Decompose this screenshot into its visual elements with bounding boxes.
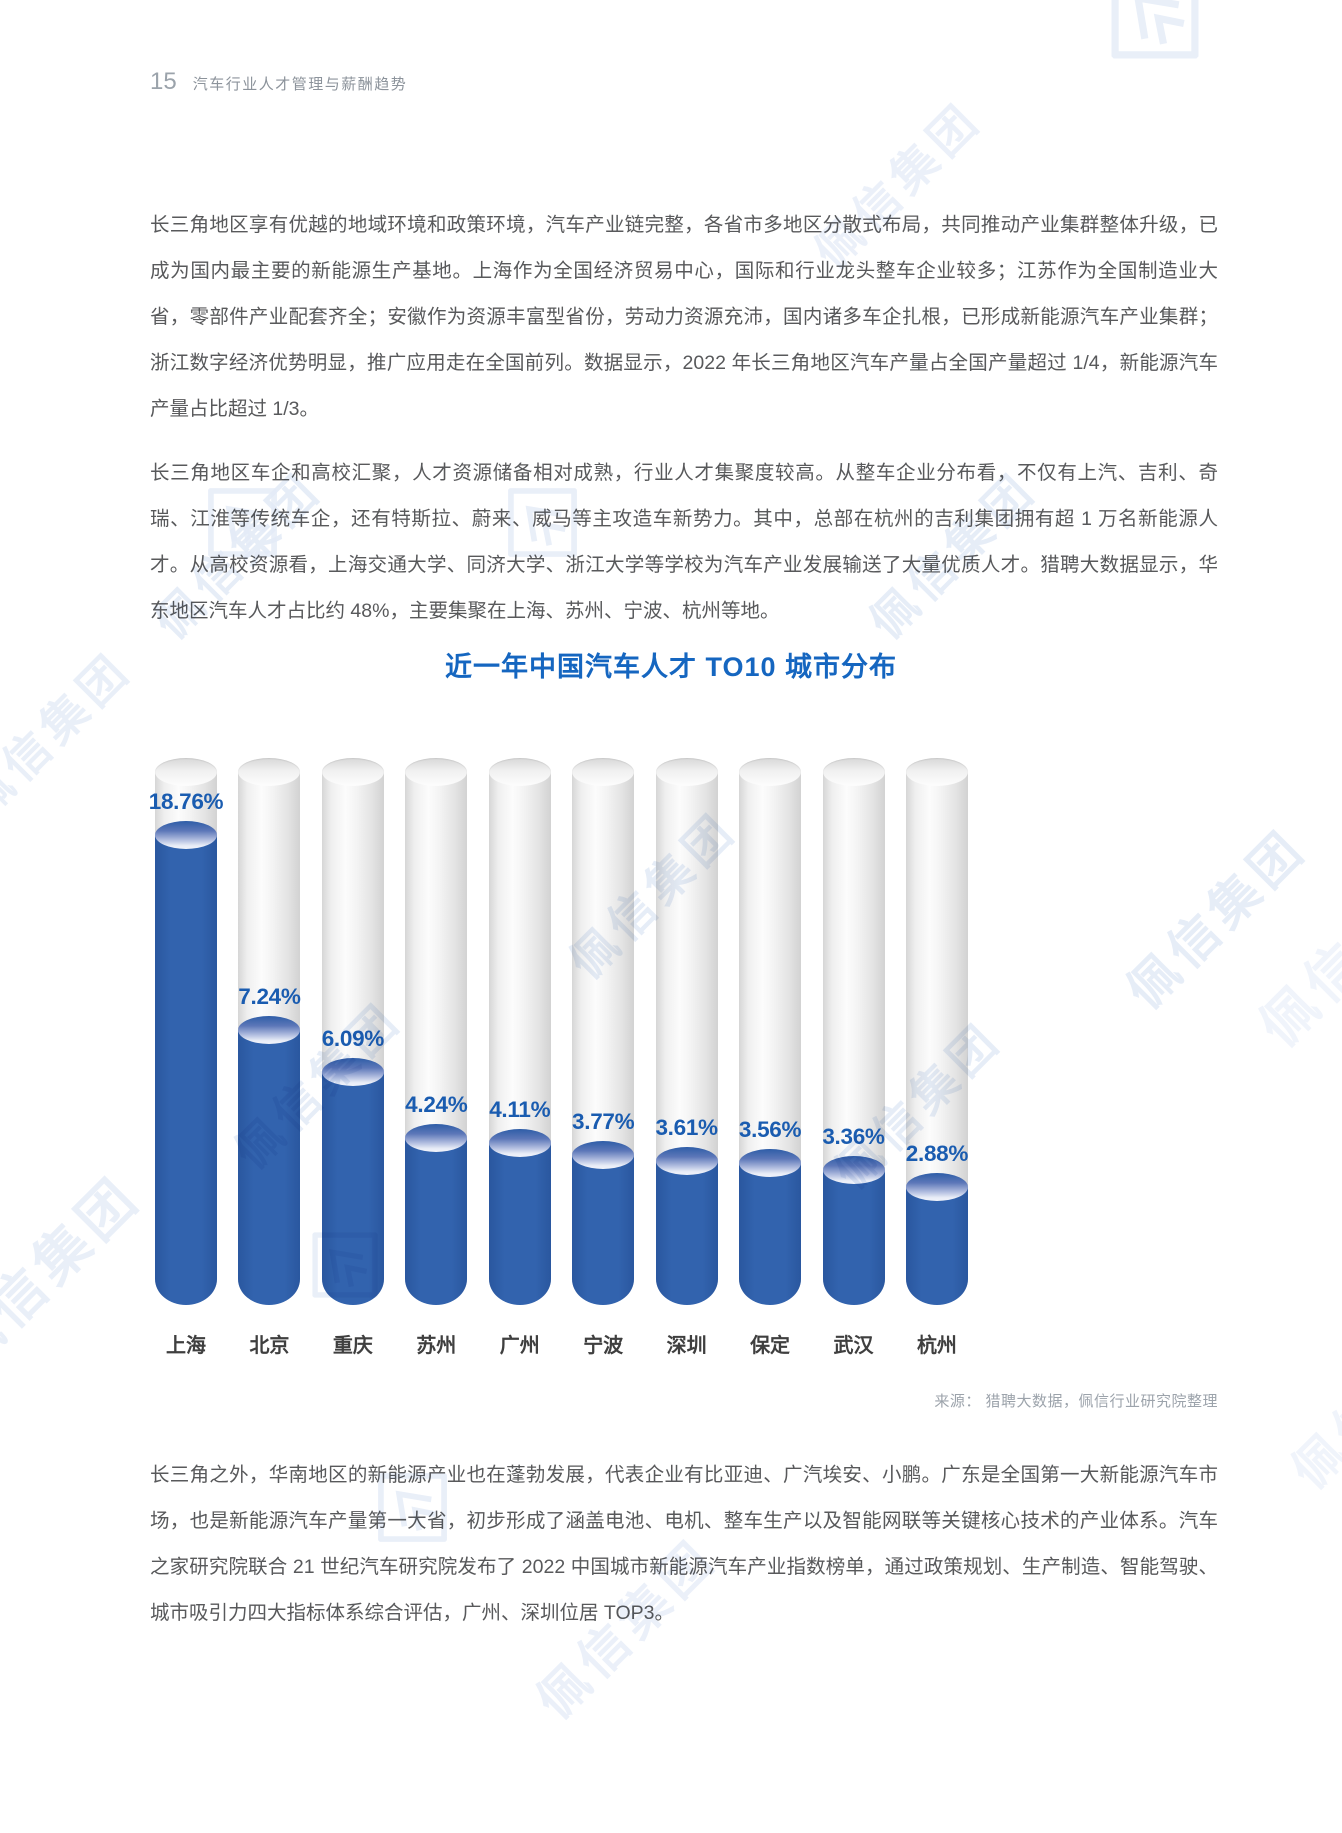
bar-value-label: 4.11%: [489, 1097, 551, 1122]
bar-value-label: 3.56%: [738, 1117, 802, 1142]
cylinder-top-ellipse: [822, 758, 885, 786]
bar-column-4: 4.24% 苏州: [405, 758, 468, 1358]
cylinder-track: 3.61%: [655, 758, 718, 1305]
paragraph-1: 长三角地区享有优越的地域环境和政策环境，汽车产业链完整，各省市多地区分散式布局，…: [150, 214, 1218, 420]
watermark-logo-icon: [1070, 0, 1240, 100]
paragraph-2: 长三角地区车企和高校汇聚，人才资源储备相对成熟，行业人才集聚度较高。从整车企业分…: [150, 462, 1218, 622]
bar-fill-top-ellipse: [739, 1149, 802, 1177]
bar-fill: [822, 1156, 885, 1305]
bar-fill: [572, 1141, 635, 1305]
bar-category-label: 广州: [499, 1335, 540, 1357]
cylinder-track: 2.88%: [906, 758, 968, 1305]
bar-value-label: 6.09%: [321, 1026, 385, 1051]
watermark-text: 佩信集团: [0, 1163, 153, 1384]
page-header: 15 汽车行业人才管理与薪酬趋势: [150, 68, 407, 96]
chart-source: 来源： 猎聘大数据，佩信行业研究院整理: [934, 1393, 1218, 1410]
page-number: 15: [150, 68, 177, 95]
cylinder-track: 6.09%: [322, 758, 384, 1305]
cylinder-top-ellipse: [905, 758, 968, 786]
watermark-text: 佩信集团: [1116, 818, 1318, 1020]
bar-column-1: 18.76% 上海: [149, 758, 224, 1358]
chart-title: 近一年中国汽车人才 TO10 城市分布: [444, 652, 898, 682]
cylinder-top-ellipse: [488, 758, 551, 786]
cylinder-top-ellipse: [572, 758, 635, 786]
bar-value-label: 7.24%: [238, 984, 301, 1009]
bar-fill: [321, 1058, 384, 1305]
bar-column-3: 6.09% 重庆: [322, 758, 384, 1358]
bar-column-5: 4.11% 广州: [488, 758, 551, 1358]
bar-category-label: 宁波: [583, 1335, 624, 1357]
cylinder-track: 3.77%: [572, 758, 635, 1305]
bar-value-label: 4.24%: [405, 1092, 468, 1117]
cylinder-top-ellipse: [405, 758, 468, 786]
bar-column-8: 3.56% 保定: [738, 758, 802, 1358]
bar-fill: [739, 1149, 802, 1305]
bar-column-7: 3.61% 深圳: [655, 758, 718, 1358]
cylinder-top-ellipse: [655, 758, 718, 786]
bar-value-label: 3.36%: [822, 1124, 885, 1149]
bar-column-9: 3.36% 武汉: [822, 758, 885, 1358]
cylinder-track: 3.36%: [822, 758, 885, 1305]
bar-column-6: 3.77% 宁波: [572, 758, 635, 1358]
cylinder-top-ellipse: [155, 758, 217, 786]
cylinder-track: 4.11%: [488, 758, 551, 1305]
bar-fill-top-ellipse: [405, 1124, 468, 1152]
bar-fill-top-ellipse: [905, 1173, 968, 1201]
bar-fill: [155, 821, 217, 1305]
watermark-text: 佩信集团: [1281, 1298, 1342, 1500]
bar-category-label: 北京: [249, 1335, 290, 1357]
bar-fill-top-ellipse: [655, 1147, 718, 1175]
bar-fill-top-ellipse: [155, 821, 217, 849]
bar-column-2: 7.24% 北京: [238, 758, 301, 1358]
cylinder-top-ellipse: [238, 758, 301, 786]
bar-value-label: 3.61%: [655, 1115, 718, 1140]
bar-category-label: 苏州: [416, 1335, 457, 1357]
document-title: 汽车行业人才管理与薪酬趋势: [192, 76, 408, 93]
cylinder-top-ellipse: [739, 758, 802, 786]
cylinder-track: 18.76%: [149, 758, 224, 1305]
bar-column-10: 2.88% 杭州: [906, 758, 968, 1358]
cylinder-track: 4.24%: [405, 758, 468, 1305]
bar-value-label: 18.76%: [148, 789, 224, 814]
bar-fill-top-ellipse: [488, 1129, 551, 1157]
bar-fill: [905, 1173, 968, 1305]
bar-value-label: 2.88%: [905, 1141, 969, 1166]
cylinder-top-ellipse: [321, 758, 384, 786]
bar-fill-top-ellipse: [822, 1156, 885, 1184]
bar-chart-bars: 18.76% 上海 7.24% 北京 6.09% 重庆 4.24% 苏州 4.11% 广州 3.77…: [149, 758, 968, 1368]
bar-value-label: 3.77%: [572, 1109, 635, 1134]
bar-category-label: 上海: [166, 1335, 206, 1357]
cylinder-track: 3.56%: [738, 758, 802, 1305]
bar-category-label: 深圳: [666, 1335, 707, 1357]
bar-fill: [488, 1129, 551, 1305]
paragraph-3: 长三角之外，华南地区的新能源产业也在蓬勃发展，代表企业有比亚迪、广汽埃安、小鹏。…: [150, 1464, 1218, 1624]
bar-fill: [655, 1147, 718, 1305]
bar-category-label: 重庆: [332, 1335, 373, 1357]
bar-category-label: 武汉: [833, 1335, 874, 1357]
cylinder-track: 7.24%: [238, 758, 301, 1305]
bar-category-label: 杭州: [916, 1335, 957, 1357]
bar-fill: [405, 1124, 468, 1305]
watermark-text: 佩信集团: [1247, 838, 1342, 1059]
bar-fill-top-ellipse: [238, 1016, 301, 1044]
bar-fill-top-ellipse: [321, 1058, 384, 1086]
bar-fill: [238, 1016, 301, 1305]
bar-category-label: 保定: [750, 1335, 791, 1357]
bar-fill-top-ellipse: [572, 1141, 635, 1169]
